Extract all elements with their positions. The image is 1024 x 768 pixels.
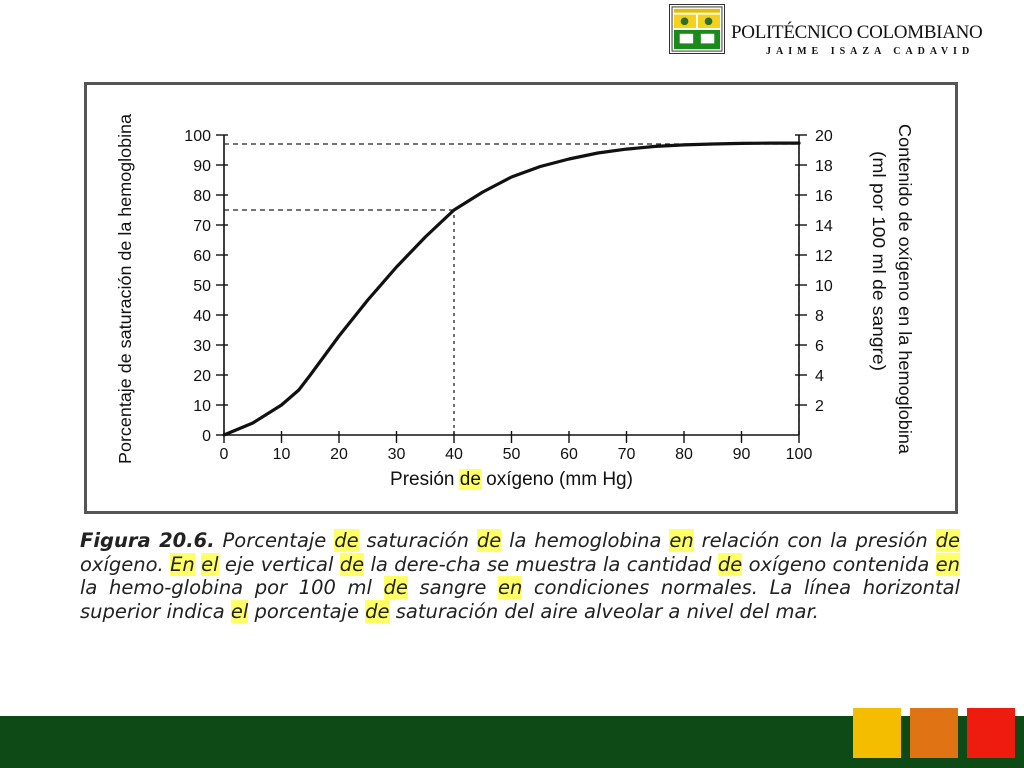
y2-tick-label: 12 <box>815 248 833 265</box>
caption-highlight: En <box>170 552 195 576</box>
x-tick-label: 30 <box>388 446 406 463</box>
x-tick-label: 100 <box>786 446 813 463</box>
caption-text: saturación <box>358 529 477 552</box>
x-tick-label: 0 <box>220 446 229 463</box>
x-tick-label: 60 <box>560 446 578 463</box>
y-tick-label: 90 <box>193 158 211 175</box>
caption-highlight: en <box>497 576 523 599</box>
caption-highlight: de <box>476 529 502 552</box>
figure-frame: 0 10 20 30 40 50 60 70 80 90 100 2 4 6 8 10 12 14 16 18 20 0 1… <box>84 82 958 514</box>
y-tick-label: 60 <box>193 248 211 265</box>
caption-text: la dere-cha se muestra la cantidad <box>364 552 718 576</box>
caption-text: condiciones normales. La línea horizonta… <box>80 576 960 623</box>
institution-logo: POLITÉCNICO COLOMBIANO JAIME ISAZA CADAV… <box>669 4 1019 57</box>
caption-highlight: el <box>201 552 219 576</box>
caption-highlight: de <box>334 529 359 552</box>
caption-text: relación con la presión <box>693 529 936 552</box>
y2-tick-label: 4 <box>815 368 824 385</box>
footer-square-yellow <box>853 708 901 758</box>
y2-tick-label: 8 <box>815 308 824 325</box>
x-axis-label-part: oxígeno (mm Hg) <box>481 469 633 490</box>
caption-highlight: de <box>365 599 390 623</box>
y2-tick-label: 10 <box>815 278 833 295</box>
caption-text: oxígeno. <box>80 552 171 576</box>
y-axis-label: Porcentaje de saturación de la hemoglobi… <box>115 114 135 464</box>
caption-highlight: de <box>383 576 408 599</box>
y-tick-label: 50 <box>193 278 211 295</box>
x-axis-label: Presión de oxígeno (mm Hg) <box>390 469 633 490</box>
caption-text: Porcentaje <box>214 529 335 552</box>
x-axis-label-highlight: de <box>460 469 481 490</box>
caption-text: saturación del aire alveolar a nivel del… <box>389 599 819 623</box>
y-tick-label: 100 <box>184 128 211 145</box>
y2-axis-label-line1: Contenido de oxígeno en la hemoglobina <box>895 124 915 454</box>
saturation-curve <box>222 141 801 437</box>
x-axis-label-part: Presión <box>390 469 460 490</box>
y-tick-label: 40 <box>193 308 211 325</box>
footer-square-orange <box>910 708 958 758</box>
x-tick-label: 20 <box>330 446 348 463</box>
institution-subtitle: JAIME ISAZA CADAVID <box>766 46 975 57</box>
oxygen-saturation-chart: 0 10 20 30 40 50 60 70 80 90 100 2 4 6 8 10 12 14 16 18 20 0 1… <box>115 114 915 490</box>
caption-text: la hemoglobina <box>501 529 670 552</box>
caption-highlight: de <box>339 552 365 576</box>
y-tick-label: 10 <box>193 398 211 415</box>
y2-tick-label: 2 <box>815 398 824 415</box>
caption-text: eje vertical <box>218 552 340 576</box>
footer-square-red <box>967 708 1015 758</box>
caption-highlight: en <box>935 552 960 576</box>
x-axis-label-highlight-box <box>458 469 482 490</box>
caption-text: oxígeno contenida <box>742 552 936 576</box>
y-tick-label: 0 <box>202 428 211 445</box>
caption-text: la hemo-globina por 100 ml <box>80 576 384 599</box>
caption-highlight: de <box>717 552 743 576</box>
caption-highlight: de <box>935 529 960 552</box>
crest-icon <box>669 4 725 54</box>
x-tick-label: 40 <box>445 446 463 463</box>
y-tick-label: 70 <box>193 218 211 235</box>
x-tick-label: 10 <box>273 446 291 463</box>
y2-tick-label: 20 <box>815 128 833 145</box>
institution-name: POLITÉCNICO COLOMBIANO <box>731 22 983 43</box>
x-tick-label: 90 <box>733 446 751 463</box>
y2-tick-label: 16 <box>815 188 833 205</box>
y-tick-label: 20 <box>193 368 211 385</box>
y2-tick-label: 14 <box>815 218 833 235</box>
caption-text: sangre <box>407 576 498 599</box>
x-tick-label: 70 <box>618 446 636 463</box>
x-tick-label: 80 <box>675 446 693 463</box>
y-tick-label: 30 <box>193 338 211 355</box>
y-tick-label: 80 <box>193 188 211 205</box>
y2-tick-label: 18 <box>815 158 833 175</box>
caption-text: porcentaje <box>248 599 366 623</box>
caption-body: Porcentaje de saturación de la hemoglobi… <box>80 529 960 623</box>
y2-tick-label: 6 <box>815 338 824 355</box>
caption-highlight: el <box>230 599 249 623</box>
caption-highlight: en <box>669 529 694 552</box>
caption-label: Figura 20.6. <box>80 529 215 552</box>
figure-caption: Figura 20.6. Porcentaje de saturación de… <box>80 529 960 623</box>
x-tick-label: 50 <box>503 446 521 463</box>
y2-axis-label-line2: (ml por 100 ml de sangre) <box>869 151 889 371</box>
